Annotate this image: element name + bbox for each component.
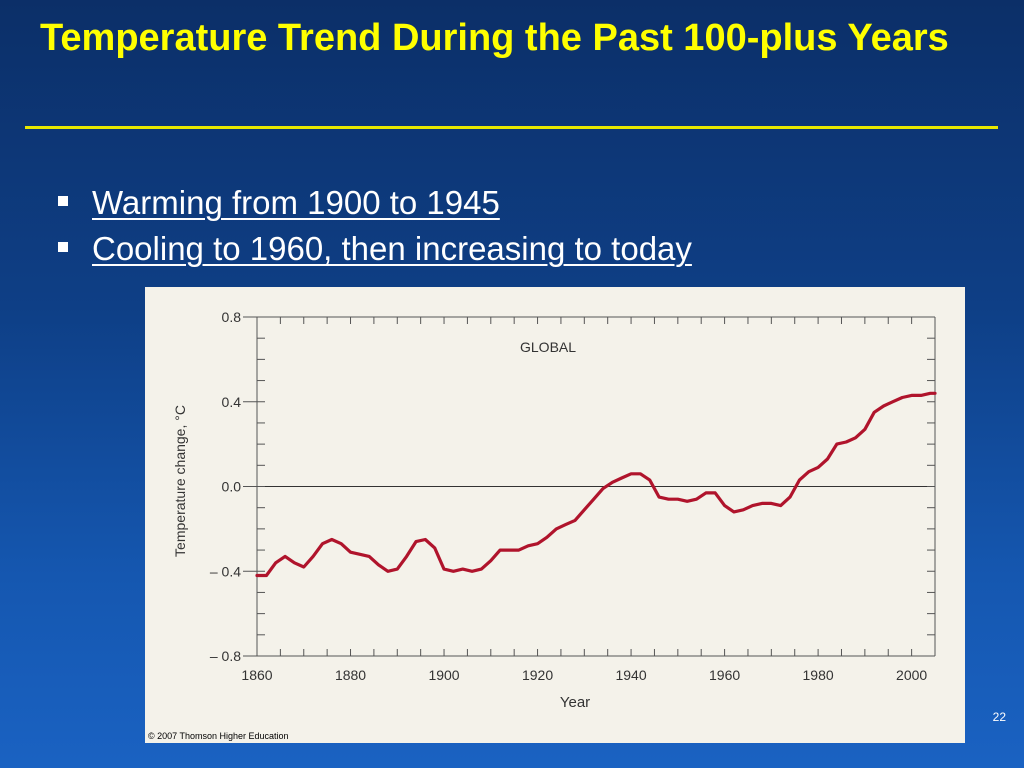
bullet-link-warming[interactable]: Warming from 1900 to 1945 — [92, 184, 500, 221]
copyright-text: © 2007 Thomson Higher Education — [148, 731, 289, 741]
bullet-link-cooling[interactable]: Cooling to 1960, then increasing to toda… — [92, 230, 692, 267]
y-tick-label: 0.8 — [222, 309, 242, 325]
x-tick-label: 1920 — [522, 667, 553, 683]
y-tick-label: 0.4 — [222, 394, 242, 410]
x-tick-label: 1860 — [241, 667, 272, 683]
bullet-list: Warming from 1900 to 1945 Cooling to 196… — [58, 180, 692, 272]
x-tick-label: 1940 — [615, 667, 646, 683]
y-tick-label: 0.0 — [222, 479, 242, 495]
bullet-item: Cooling to 1960, then increasing to toda… — [58, 226, 692, 272]
bullet-item: Warming from 1900 to 1945 — [58, 180, 692, 226]
chart-panel: 0.8 0.4 0.0 – 0.4 – 0.8 1860 1880 1900 1920 1940 1… — [145, 287, 965, 743]
x-tick-label: 2000 — [896, 667, 927, 683]
square-bullet-icon — [58, 196, 68, 206]
slide-title: Temperature Trend During the Past 100-pl… — [40, 17, 949, 59]
x-tick-label: 1880 — [335, 667, 366, 683]
square-bullet-icon — [58, 242, 68, 252]
global-temperature-line — [255, 391, 937, 578]
x-tick-label: 1980 — [803, 667, 834, 683]
x-tick-label: 1900 — [428, 667, 459, 683]
y-tick-label: – 0.8 — [210, 648, 241, 664]
slide-number: 22 — [992, 710, 1006, 724]
x-tick-label: 1960 — [709, 667, 740, 683]
x-axis-label: Year — [560, 694, 590, 711]
chart-title: GLOBAL — [520, 339, 576, 355]
y-tick-label: – 0.4 — [210, 563, 241, 579]
title-divider — [25, 126, 998, 129]
y-axis-label: Temperature change, °C — [172, 405, 188, 557]
